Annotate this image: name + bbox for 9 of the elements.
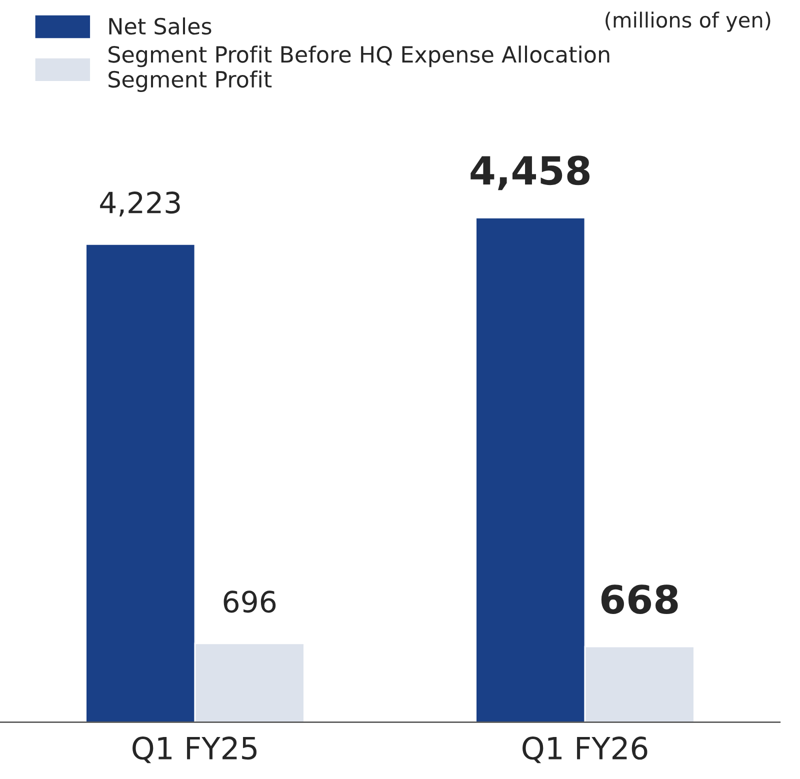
text: (millions of yen) xyxy=(606,12,770,32)
x-tick-label: Q1 FY26 xyxy=(522,736,648,764)
data-label: 4,223 xyxy=(100,192,180,217)
legend-label: Segment Profit Before HQ Expense Allocation Segment Profit xyxy=(108,46,610,92)
data-label: 668 xyxy=(601,584,678,614)
legend-label: Net Sales xyxy=(109,17,212,35)
x-tick-label: Q1 FY25 xyxy=(132,736,256,764)
data-label: 696 xyxy=(224,590,276,613)
data-label: 4,458 xyxy=(470,156,590,190)
